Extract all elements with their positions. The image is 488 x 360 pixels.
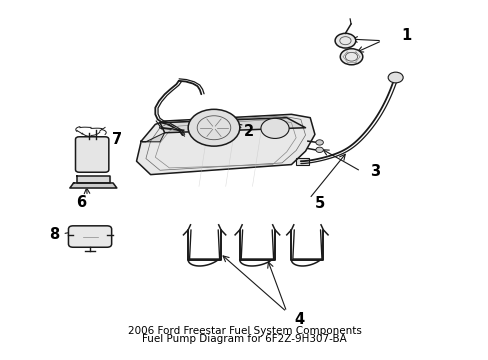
Text: 2006 Ford Freestar Fuel System Components: 2006 Ford Freestar Fuel System Component…	[127, 326, 361, 336]
Text: 7: 7	[112, 132, 122, 147]
FancyBboxPatch shape	[68, 226, 111, 247]
Circle shape	[340, 49, 362, 65]
Text: 1: 1	[401, 28, 411, 43]
Text: 8: 8	[49, 228, 60, 242]
Text: 6: 6	[76, 194, 86, 210]
Polygon shape	[136, 114, 314, 175]
Polygon shape	[141, 133, 164, 142]
Bar	[296, 158, 308, 165]
Polygon shape	[77, 176, 109, 183]
Polygon shape	[70, 183, 117, 188]
Polygon shape	[160, 118, 305, 133]
Circle shape	[315, 147, 323, 153]
Text: 4: 4	[294, 312, 305, 327]
FancyBboxPatch shape	[75, 137, 109, 172]
Circle shape	[261, 118, 288, 139]
Circle shape	[387, 72, 402, 83]
Text: Fuel Pump Diagram for 6F2Z-9H307-BA: Fuel Pump Diagram for 6F2Z-9H307-BA	[142, 334, 346, 344]
Circle shape	[334, 33, 355, 48]
Circle shape	[315, 140, 323, 145]
Text: 3: 3	[369, 164, 379, 179]
Circle shape	[188, 109, 239, 146]
Text: 5: 5	[314, 195, 324, 211]
Text: 2: 2	[244, 124, 254, 139]
